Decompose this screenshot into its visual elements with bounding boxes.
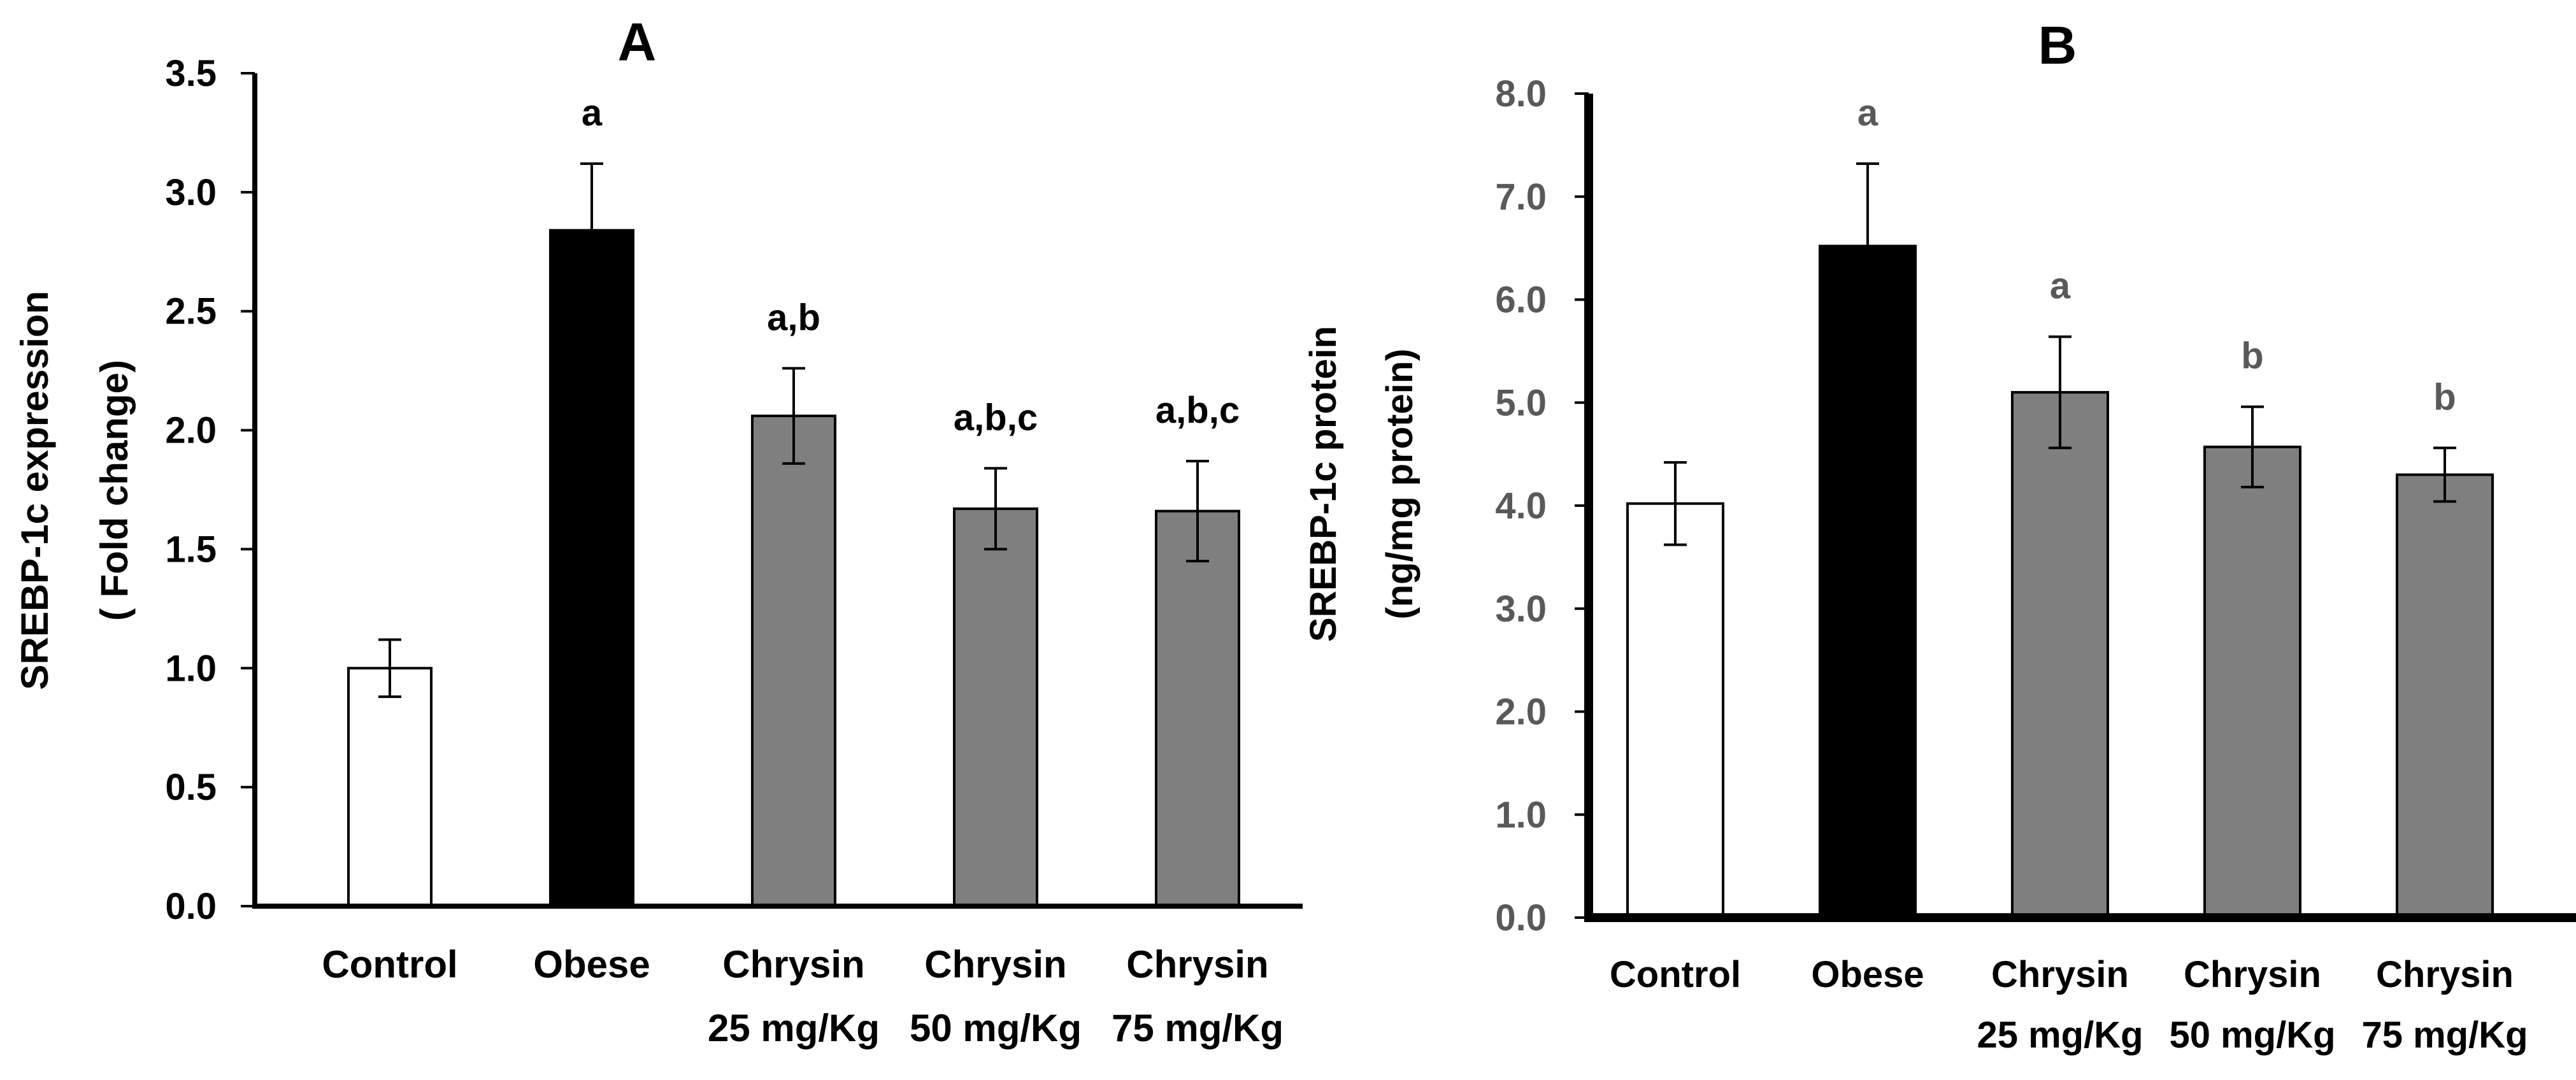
- chart-b-category-sublabel: 75 mg/Kg: [2361, 1014, 2528, 1056]
- chart-a-ytick-label: 0.5: [165, 767, 217, 808]
- chart-a-category-label: Obese: [533, 943, 650, 986]
- chart-a-category-label: Chrysin: [1126, 943, 1268, 986]
- chart-a-bar: [1155, 509, 1240, 907]
- chart-a-ytick-label: 1.0: [165, 648, 217, 689]
- chart-a-category-label: Chrysin: [722, 943, 864, 986]
- chart-b-category-sublabel: 25 mg/Kg: [1977, 1014, 2143, 1056]
- chart-a-title: A: [618, 12, 657, 72]
- chart-a-significance-label: a,b,c: [954, 397, 1038, 438]
- chart-b-ytick-label: 5.0: [1495, 382, 1547, 423]
- chart-panel-a: A SREBP-1c expression ( Fold change) 0.0 0.5…: [13, 12, 1303, 1049]
- chart-a-bar: [347, 667, 433, 908]
- chart-a-ytick-label: 3.5: [165, 53, 217, 94]
- chart-b-ylabel-line1: SREBP-1c protein: [1303, 326, 1344, 642]
- chart-b-category-label: Chrysin: [2376, 954, 2514, 995]
- chart-a-bar: [953, 507, 1038, 907]
- chart-b-ytick-label: 6.0: [1495, 280, 1547, 321]
- chart-b-category-sublabel: 50 mg/Kg: [2169, 1014, 2335, 1056]
- chart-b-ytick-label: 4.0: [1495, 485, 1547, 527]
- chart-a-category-label: Chrysin: [924, 943, 1066, 986]
- chart-b-ytick-label: 8.0: [1495, 73, 1547, 115]
- chart-a-ytick-label: 2.5: [165, 291, 217, 332]
- chart-panel-b: B SREBP-1c protein (ng/mg protein) 0.0 1.0 2.…: [1303, 15, 2576, 1056]
- chart-b-category-label: Obese: [1811, 954, 1924, 995]
- chart-a-ytick-label: 2.0: [165, 410, 217, 451]
- chart-b-title: B: [2038, 15, 2077, 75]
- chart-b-category-label: Chrysin: [2184, 954, 2321, 995]
- chart-a-bar: [751, 415, 836, 907]
- chart-a-ytick-label: 1.5: [165, 529, 217, 570]
- chart-a-category-sublabel: 25 mg/Kg: [708, 1007, 880, 1049]
- chart-b-ylabel-line2: (ng/mg protein): [1379, 348, 1420, 619]
- chart-a-significance-label: a,b: [767, 297, 820, 338]
- chart-b-bar: [1626, 502, 1724, 919]
- chart-b-significance-label: a: [1857, 92, 1878, 134]
- chart-b-ytick-label: 7.0: [1495, 176, 1547, 218]
- chart-b-bar: [2011, 391, 2109, 919]
- chart-a-ytick-label: 0.0: [165, 886, 217, 927]
- chart-b-category-label: Chrysin: [1991, 954, 2129, 995]
- chart-b-ytick-label: 2.0: [1495, 692, 1547, 733]
- chart-a-category-label: Control: [322, 943, 457, 986]
- chart-a-ylabel-line1: SREBP-1c expression: [13, 291, 56, 690]
- chart-b-ytick-label: 1.0: [1495, 794, 1547, 835]
- chart-b-significance-label: b: [2241, 336, 2263, 377]
- chart-b-ytick-label: 3.0: [1495, 588, 1547, 630]
- chart-a-category-sublabel: 75 mg/Kg: [1112, 1007, 1284, 1049]
- chart-b-significance-label: b: [2433, 376, 2456, 418]
- chart-a-category-sublabel: 50 mg/Kg: [910, 1007, 1082, 1049]
- chart-a-significance-label: a: [582, 92, 603, 134]
- chart-b-significance-label: a: [2050, 266, 2071, 307]
- chart-a-significance-label: a,b,c: [1156, 390, 1240, 431]
- chart-b-ytick-label: 0.0: [1495, 897, 1547, 939]
- chart-a-ytick-label: 3.0: [165, 172, 217, 213]
- chart-b-category-label: Control: [1610, 954, 1741, 995]
- chart-b-bar: [1819, 245, 1917, 919]
- chart-b-bar: [2203, 445, 2301, 919]
- chart-b-bar: [2396, 473, 2494, 919]
- chart-a-ylabel-line2: ( Fold change): [93, 360, 136, 621]
- chart-a-bar: [549, 229, 634, 907]
